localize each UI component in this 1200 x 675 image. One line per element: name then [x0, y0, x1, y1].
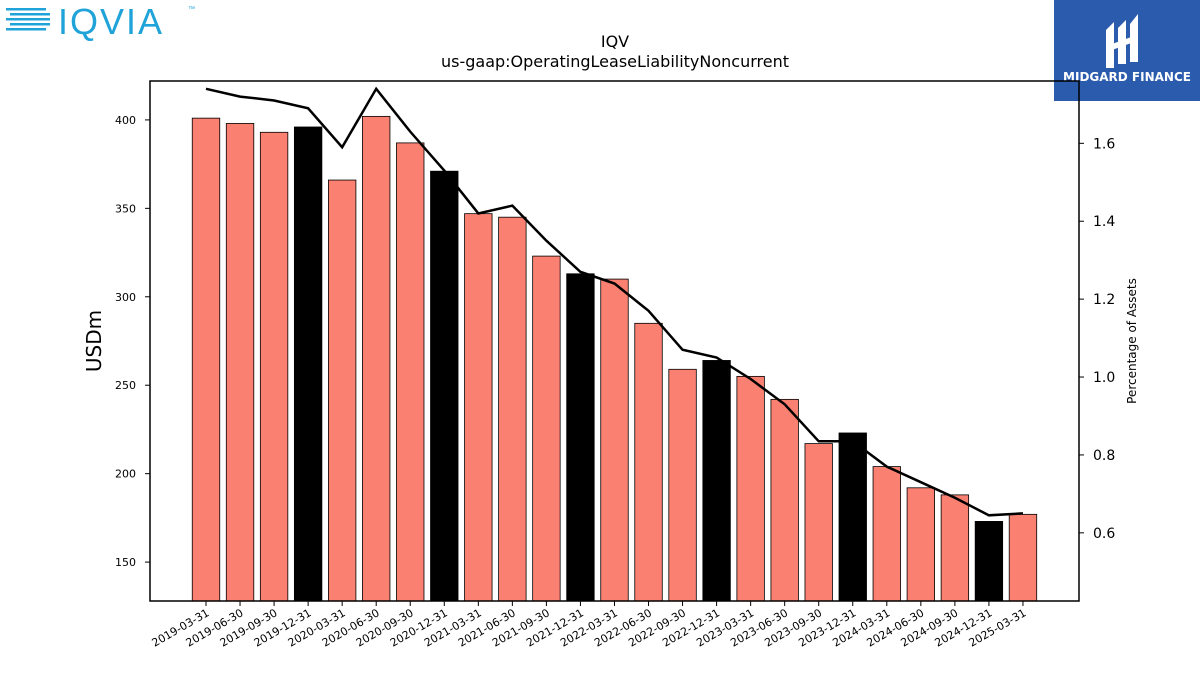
y2-tick-label: 1.4	[1093, 214, 1115, 230]
bar-2021-06-30	[498, 216, 527, 602]
bar-2024-09-30	[940, 494, 970, 602]
chart-title-block: IQV us-gaap:OperatingLeaseLiabilityNoncu…	[415, 32, 815, 72]
chart-title: IQV	[600, 32, 630, 51]
bar-2020-06-30	[362, 115, 391, 602]
bar-2024-03-31	[872, 466, 901, 602]
bar-2019-06-30	[225, 123, 255, 602]
bar-2023-09-30	[804, 443, 833, 602]
iqvia-logo-mark: IQVIA ™	[6, 1, 195, 42]
bar-2023-12-31	[838, 432, 867, 602]
y2-tick-label: 0.6	[1093, 526, 1115, 542]
bar-2021-03-31	[464, 213, 493, 602]
left-axis-ticks: 150 200 250 300 350 400	[115, 114, 150, 569]
iqvia-logo-text: IQVIA	[58, 2, 164, 42]
y-tick-label: 200	[115, 468, 136, 481]
bar-2019-12-31	[293, 126, 323, 602]
bar-2023-06-30	[770, 398, 799, 602]
bar-2022-12-31	[702, 360, 731, 602]
bar-2020-03-31	[328, 179, 357, 602]
bar-2020-09-30	[396, 142, 425, 602]
midgard-logo-mark: MIDGARD FINANCE	[1063, 14, 1191, 84]
bar-2024-06-30	[906, 487, 935, 602]
y2-axis-label: Percentage of Assets	[1125, 278, 1139, 404]
y2-tick-label: 0.8	[1093, 448, 1115, 464]
y-tick-label: 400	[115, 114, 136, 127]
bar-2021-12-31	[566, 273, 595, 602]
y-tick-label: 300	[115, 291, 136, 304]
bar-2019-03-31	[191, 117, 221, 602]
midgard-logo-text: MIDGARD FINANCE	[1063, 70, 1191, 84]
bar-2022-09-30	[668, 368, 697, 602]
x-axis-ticks: 2019-03-312019-06-302019-09-302019-12-31…	[150, 601, 1028, 650]
percentage-of-assets-line	[205, 86, 1024, 517]
bar-2020-12-31	[430, 170, 459, 602]
bar-2023-03-31	[736, 375, 765, 602]
y-axis-label: USDm	[82, 310, 106, 372]
y2-tick-label: 1.2	[1093, 292, 1115, 308]
y-tick-label: 350	[115, 202, 136, 215]
bar-series	[191, 115, 1038, 602]
right-axis-ticks: 0.6 0.8 1.0 1.2 1.4 1.6	[1079, 136, 1115, 542]
iqvia-trademark: ™	[188, 6, 195, 13]
iqvia-logo: IQVIA ™	[4, 1, 204, 42]
bar-2024-12-31	[974, 521, 1004, 602]
y-tick-label: 250	[115, 379, 136, 392]
y2-tick-label: 1.0	[1093, 370, 1115, 386]
y-tick-label: 150	[115, 556, 136, 569]
bar-2021-09-30	[532, 255, 561, 602]
bar-2019-09-30	[259, 131, 289, 602]
bar-2022-06-30	[634, 322, 663, 602]
bar-2025-03-31	[1008, 513, 1038, 602]
chart-subtitle: us-gaap:OperatingLeaseLiabilityNoncurren…	[440, 52, 790, 71]
y2-tick-label: 1.6	[1093, 136, 1115, 152]
bar-2022-03-31	[600, 278, 629, 602]
